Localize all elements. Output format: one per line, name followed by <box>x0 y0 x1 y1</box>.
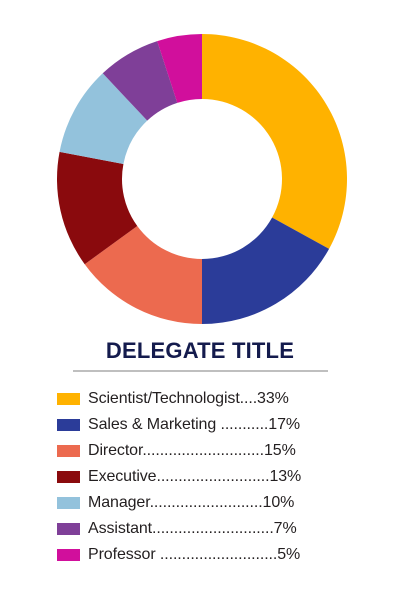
legend-swatch <box>57 393 80 405</box>
legend-label: Scientist/Technologist....33% <box>88 390 289 407</box>
legend-item-scientist: Scientist/Technologist....33% <box>57 386 347 412</box>
donut-slice-manager <box>59 73 148 165</box>
legend-item-director: Director............................15% <box>57 438 347 464</box>
legend-label: Manager..........................10% <box>88 494 295 511</box>
legend-swatch <box>57 497 80 509</box>
donut-slice-sales-marketing <box>202 217 330 324</box>
donut-slice-director <box>84 226 202 324</box>
chart-title: DELEGATE TITLE <box>105 338 295 363</box>
legend-swatch <box>57 523 80 535</box>
legend-swatch <box>57 445 80 457</box>
legend-item-sales-marketing: Sales & Marketing ...........17% <box>57 412 347 438</box>
title-divider <box>73 370 328 372</box>
legend-item-executive: Executive..........................13% <box>57 464 347 490</box>
legend-label: Professor ...........................5% <box>88 546 301 563</box>
legend-swatch <box>57 549 80 561</box>
donut-slice-professor <box>157 34 202 103</box>
legend-item-assistant: Assistant............................7% <box>57 516 347 542</box>
legend-item-manager: Manager..........................10% <box>57 490 347 516</box>
legend-label: Director............................15% <box>88 442 296 459</box>
legend-label: Assistant............................7% <box>88 520 297 537</box>
donut-chart <box>57 34 347 324</box>
legend-label: Executive..........................13% <box>88 468 302 485</box>
legend-label: Sales & Marketing ...........17% <box>88 416 301 433</box>
donut-slice-executive <box>57 151 138 265</box>
legend-item-professor: Professor ...........................5% <box>57 542 347 568</box>
legend-swatch <box>57 419 80 431</box>
legend-swatch <box>57 471 80 483</box>
donut-slice-assistant <box>102 41 178 121</box>
donut-slice-scientist-technologist <box>202 34 347 249</box>
legend: Scientist/Technologist....33% Sales & Ma… <box>57 386 347 568</box>
